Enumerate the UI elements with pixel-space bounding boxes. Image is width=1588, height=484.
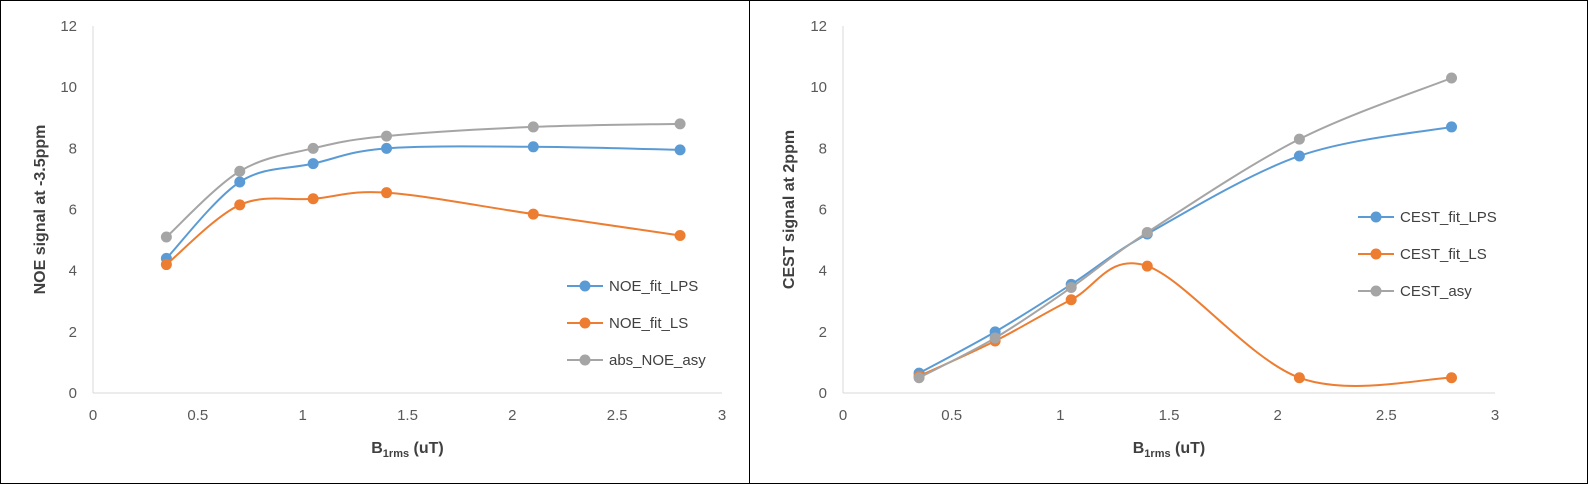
chart-panel-noe: 0 0.5 1 1.5 2 2.5 3 0 2 4 6 8 10 12 B1rms (uT) NOE sign…: [0, 0, 750, 484]
y-tick-label: 2: [69, 324, 77, 341]
x-tick-label: 0.5: [941, 407, 962, 424]
data-point-CEST_fit_LPS: [1446, 121, 1458, 133]
data-point-abs_NOE_asy: [381, 130, 393, 142]
legend-marker-NOE_fit_LS: [579, 317, 591, 329]
x-tick-label: 1.5: [397, 407, 418, 424]
data-point-CEST_fit_LS: [1293, 372, 1305, 384]
x-tick-label: 0: [839, 407, 847, 424]
data-point-abs_NOE_asy: [307, 142, 319, 154]
x-tick-label: 2.5: [1376, 407, 1397, 424]
legend-label-abs_NOE_asy: abs_NOE_asy: [609, 352, 706, 369]
y-axis-title: CEST signal at 2ppm: [781, 130, 798, 289]
data-point-NOE_fit_LS: [307, 193, 319, 205]
legend-label-NOE_fit_LPS: NOE_fit_LPS: [609, 278, 698, 295]
data-point-NOE_fit_LPS: [234, 176, 246, 188]
data-point-CEST_asy: [1065, 281, 1077, 293]
y-tick-label: 4: [69, 263, 77, 280]
cest-chart: 0 0.5 1 1.5 2 2.5 3 0 2 4 6 8 10 12 B1rms (uT) CEST sig…: [781, 18, 1499, 460]
x-tick-label: 0.5: [187, 407, 208, 424]
legend-label-CEST_fit_LPS: CEST_fit_LPS: [1400, 209, 1497, 226]
data-point-CEST_asy: [1293, 133, 1305, 145]
data-point-CEST_asy: [1141, 226, 1153, 238]
x-axis-title: B1rms (uT): [371, 440, 444, 460]
data-point-abs_NOE_asy: [527, 121, 539, 133]
data-point-NOE_fit_LS: [160, 259, 172, 271]
y-tick-label: 12: [60, 18, 77, 35]
data-point-NOE_fit_LS: [234, 199, 246, 211]
series-line-NOE_fit_LPS: [165, 145, 681, 260]
legend-marker-abs_NOE_asy: [579, 354, 591, 366]
data-point-NOE_fit_LPS: [307, 158, 319, 170]
y-tick-label: 4: [819, 263, 827, 280]
y-tick-label: 12: [810, 18, 827, 35]
data-point-abs_NOE_asy: [160, 231, 172, 243]
data-point-NOE_fit_LPS: [527, 141, 539, 153]
y-tick-label: 0: [819, 385, 827, 402]
y-tick-label: 8: [69, 140, 77, 157]
data-point-CEST_fit_LS: [1141, 260, 1153, 272]
y-tick-label: 2: [819, 324, 827, 341]
data-point-NOE_fit_LS: [527, 208, 539, 220]
legend-marker-NOE_fit_LPS: [579, 280, 591, 292]
x-tick-label: 2.5: [607, 407, 628, 424]
x-tick-label: 2: [1273, 407, 1281, 424]
y-axis-title: NOE signal at -3.5ppm: [32, 125, 49, 295]
data-point-NOE_fit_LS: [674, 229, 686, 241]
data-point-CEST_asy: [1446, 72, 1458, 84]
legend-label-NOE_fit_LS: NOE_fit_LS: [609, 315, 688, 332]
legend-label-CEST_asy: CEST_asy: [1400, 283, 1472, 300]
data-point-NOE_fit_LPS: [674, 144, 686, 156]
x-tick-label: 0: [89, 407, 97, 424]
x-tick-label: 1: [298, 407, 306, 424]
chart-panel-cest: 0 0.5 1 1.5 2 2.5 3 0 2 4 6 8 10 12 B1rms (uT) CEST sig…: [749, 0, 1588, 484]
data-point-NOE_fit_LS: [381, 187, 393, 199]
data-point-NOE_fit_LPS: [381, 142, 393, 154]
y-tick-label: 10: [810, 79, 827, 96]
y-tick-label: 6: [69, 202, 77, 219]
legend-marker-CEST_fit_LS: [1370, 248, 1382, 260]
y-tick-label: 8: [819, 140, 827, 157]
data-point-CEST_fit_LS: [1065, 294, 1077, 306]
data-point-CEST_asy: [989, 332, 1001, 344]
y-tick-label: 0: [69, 385, 77, 402]
data-point-CEST_fit_LPS: [1293, 150, 1305, 162]
x-tick-label: 2: [508, 407, 516, 424]
data-point-CEST_fit_LS: [1446, 372, 1458, 384]
x-axis-title: B1rms (uT): [1133, 440, 1206, 460]
x-tick-label: 1: [1056, 407, 1064, 424]
noe-chart: 0 0.5 1 1.5 2 2.5 3 0 2 4 6 8 10 12 B1rms (uT) NOE sign…: [32, 18, 726, 460]
data-point-abs_NOE_asy: [234, 165, 246, 177]
data-point-CEST_asy: [913, 372, 925, 384]
legend-marker-CEST_asy: [1370, 285, 1382, 297]
series-line-CEST_fit_LS: [918, 262, 1452, 387]
x-tick-label: 1.5: [1159, 407, 1180, 424]
y-tick-label: 6: [819, 202, 827, 219]
legend-label-CEST_fit_LS: CEST_fit_LS: [1400, 246, 1487, 263]
data-point-abs_NOE_asy: [674, 118, 686, 130]
x-tick-label: 3: [1491, 407, 1499, 424]
legend-marker-CEST_fit_LPS: [1370, 211, 1382, 223]
x-tick-label: 3: [718, 407, 726, 424]
y-tick-label: 10: [60, 79, 77, 96]
